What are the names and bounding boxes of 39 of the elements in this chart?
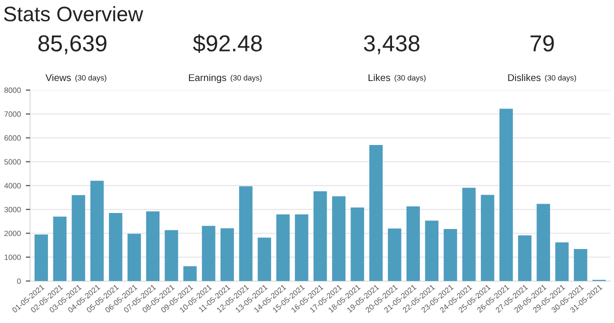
bar bbox=[258, 238, 272, 282]
text: Earnings bbox=[188, 74, 226, 84]
bar bbox=[53, 216, 67, 282]
bar bbox=[220, 228, 234, 282]
bar bbox=[108, 213, 122, 282]
bar bbox=[164, 230, 178, 282]
bar bbox=[462, 188, 476, 282]
text: Likes bbox=[368, 74, 390, 82]
bar bbox=[499, 108, 513, 282]
bar bbox=[444, 228, 458, 282]
text: Dislikes bbox=[508, 74, 541, 82]
bar bbox=[128, 234, 141, 282]
text: 85,639 bbox=[38, 35, 106, 54]
bar bbox=[536, 204, 550, 282]
bar bbox=[34, 234, 48, 282]
text: 3,438 bbox=[364, 35, 420, 54]
bar bbox=[480, 194, 494, 282]
text: Views bbox=[46, 74, 71, 82]
text: 79 bbox=[530, 35, 554, 52]
bar bbox=[369, 145, 383, 282]
bar bbox=[332, 196, 346, 282]
text: Stats Overview bbox=[4, 6, 144, 22]
bar bbox=[555, 242, 569, 282]
bar bbox=[425, 220, 438, 282]
bar bbox=[406, 206, 420, 282]
bar bbox=[350, 208, 364, 282]
bar bbox=[314, 191, 327, 282]
bar bbox=[388, 228, 402, 282]
bar bbox=[239, 186, 253, 282]
bar bbox=[294, 214, 308, 282]
bar bbox=[90, 180, 104, 282]
bar bbox=[574, 249, 588, 282]
bar bbox=[183, 266, 197, 282]
bar bbox=[72, 195, 86, 282]
bar bbox=[146, 211, 160, 282]
bar bbox=[202, 226, 216, 282]
bar bbox=[518, 235, 532, 282]
bar bbox=[276, 214, 290, 282]
text: $92.48 bbox=[193, 34, 262, 53]
